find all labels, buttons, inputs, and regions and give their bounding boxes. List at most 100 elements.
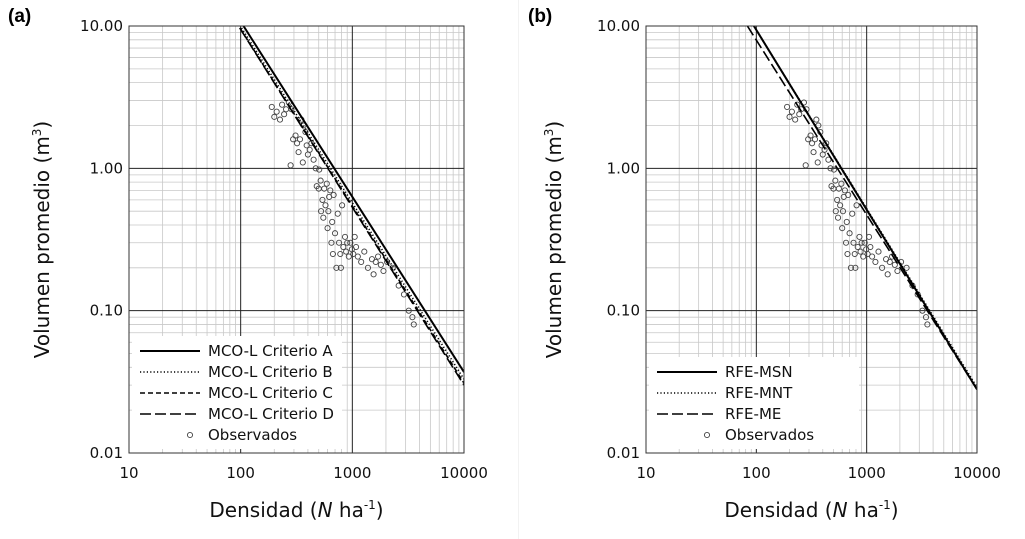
observed-point: [843, 218, 850, 226]
observed-point: [295, 149, 302, 156]
observed-point: [856, 233, 863, 240]
legend-marker: [703, 431, 711, 439]
observed-point: [807, 132, 814, 139]
series-line: [753, 26, 977, 390]
observed-point: [268, 103, 275, 110]
observed-point: [854, 243, 861, 251]
observed-point: [320, 214, 327, 221]
panel-label: (a): [8, 6, 32, 27]
observed-point: [364, 264, 372, 271]
observed-point: [292, 132, 299, 139]
legend-label: MCO-L Criterio D: [208, 405, 334, 423]
series-line: [746, 26, 977, 390]
observed-point: [337, 264, 344, 271]
y-axis-label-close: ): [542, 121, 566, 129]
x-tick-label: 100: [742, 464, 771, 482]
observed-point: [864, 250, 871, 258]
legend: MCO-L Criterio A MCO-L Criterio B MCO-L Cr…: [132, 336, 342, 449]
legend-label: MCO-L Criterio A: [208, 342, 333, 360]
x-axis-label: Densidad (N ha-1): [724, 498, 898, 522]
observed-point: [377, 261, 384, 268]
observed-point: [839, 208, 847, 215]
observed-point: [409, 314, 416, 321]
observed-point: [380, 267, 387, 275]
x-axis-label: Densidad (N ha-1): [209, 498, 383, 522]
observed-point: [849, 210, 856, 217]
observed-point: [276, 116, 284, 123]
legend-label: Observados: [208, 426, 297, 444]
x-tick-label: 10000: [440, 464, 488, 482]
observed-point: [834, 196, 841, 203]
series-line: [242, 26, 464, 373]
x-axis-label-symbol: N: [318, 498, 333, 522]
observed-point: [361, 248, 368, 255]
x-axis-label-unit: ha: [848, 498, 879, 522]
observed-point: [318, 208, 325, 215]
observed-point: [405, 307, 412, 314]
observed-point: [317, 177, 324, 184]
observed-point: [341, 233, 349, 240]
observed-point: [788, 108, 795, 115]
observed-point: [384, 258, 391, 265]
y-axis-label-superscript: 3: [30, 129, 44, 137]
observed-point: [823, 140, 830, 147]
observed-point: [331, 230, 339, 237]
observed-point: [322, 202, 329, 209]
observed-point: [784, 103, 791, 110]
observed-point: [271, 113, 278, 120]
observed-point: [886, 258, 893, 265]
observed-point: [903, 264, 910, 271]
observed-point: [883, 256, 890, 263]
observed-point: [846, 230, 853, 237]
x-axis-label-close: ): [376, 498, 384, 522]
y-tick-label: 0.10: [90, 302, 123, 320]
chart-a-svg: 10 100 1000 10000 0.01 0.10 1.00 10.00 Densidad …: [30, 17, 488, 522]
observed-point: [353, 243, 360, 251]
observed-point: [842, 239, 850, 246]
observed-point: [410, 321, 417, 328]
observed-point: [310, 156, 317, 163]
observed-point: [865, 233, 873, 240]
observed-point: [884, 271, 891, 278]
y-tick-label: 1.00: [607, 159, 640, 177]
y-tick-label: 1.00: [90, 159, 123, 177]
observed-point: [288, 106, 295, 113]
observed-point: [802, 162, 809, 169]
observed-point: [279, 101, 286, 108]
observed-point: [294, 140, 301, 147]
observed-point: [283, 106, 290, 113]
observed-point: [329, 250, 336, 258]
y-axis-label-text: Volumen promedio (m: [30, 136, 54, 358]
observed-point: [867, 243, 874, 251]
observed-point: [837, 202, 844, 209]
legend-label: MCO-L Criterio C: [208, 384, 333, 402]
observed-point: [368, 256, 376, 263]
y-axis-label-close: ): [30, 121, 54, 129]
observed-point: [287, 162, 294, 169]
observed-points: [784, 99, 931, 328]
observed-point: [811, 136, 819, 143]
observed-point: [400, 291, 408, 298]
legend-label: RFE-MNT: [725, 384, 793, 402]
series-lines: [239, 26, 464, 386]
y-axis-label-text: Volumen promedio (m: [542, 136, 566, 358]
observed-point: [832, 208, 839, 215]
x-tick-label: 10000: [953, 464, 1001, 482]
legend: RFE-MSN RFE-MNT RFE-ME Observados: [649, 357, 859, 449]
x-axis-label-superscript: -1: [879, 498, 891, 512]
x-tick-label: 1000: [848, 464, 886, 482]
observed-point: [814, 159, 821, 166]
observed-point: [810, 149, 817, 156]
legend-label: MCO-L Criterio B: [208, 363, 333, 381]
observed-point: [337, 250, 344, 258]
y-tick-label: 10.00: [80, 17, 123, 35]
series-lines: [746, 26, 977, 390]
observed-point: [834, 214, 842, 221]
observed-point: [347, 239, 354, 246]
observed-point: [273, 108, 280, 115]
panel-divider: [518, 0, 519, 539]
observed-point: [850, 239, 857, 246]
observed-point: [343, 248, 350, 255]
observed-point: [370, 271, 377, 278]
y-tick-label: 10.00: [597, 17, 640, 35]
